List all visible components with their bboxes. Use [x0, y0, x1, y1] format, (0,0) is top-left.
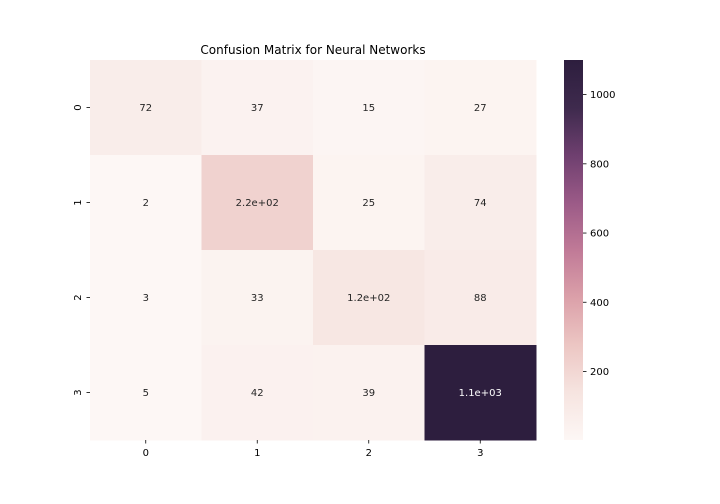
heatmap-cell: [90, 345, 202, 441]
heatmap-cell: [313, 345, 425, 441]
heatmap-cell: [424, 155, 537, 251]
colorbar-tick-label: 600: [590, 229, 609, 240]
x-tick-label: 0: [143, 448, 149, 459]
colorbar-tick-label: 800: [590, 159, 609, 170]
cell-value-label: 88: [474, 293, 487, 304]
colorbar: [564, 60, 583, 440]
heatmap-cell: [201, 345, 314, 441]
y-tick-label: 2: [73, 294, 84, 300]
cell-value-label: 2: [143, 198, 149, 209]
x-tick-label: 1: [254, 448, 260, 459]
heatmap-cell: [201, 155, 314, 251]
heatmap-cell: [90, 250, 202, 346]
colorbar-tick-label: 200: [590, 367, 609, 378]
y-tick-label: 1: [73, 199, 84, 205]
chart-title: Confusion Matrix for Neural Networks: [200, 43, 425, 57]
heatmap-cell: [313, 250, 425, 346]
cell-value-label: 1.2e+02: [347, 293, 390, 304]
heatmap-cell: [90, 155, 202, 251]
heatmap-cell: [424, 60, 537, 156]
cell-value-label: 42: [251, 388, 264, 399]
cell-value-label: 33: [251, 293, 264, 304]
heatmap-cell: [424, 345, 537, 441]
heatmap-cell: [201, 60, 314, 156]
y-axis: 0 1 2 3: [73, 104, 90, 396]
x-tick-label: 3: [477, 448, 483, 459]
cell-value-label: 2.2e+02: [236, 198, 279, 209]
heatmap-cell: [90, 60, 202, 156]
cell-value-label: 72: [139, 103, 152, 114]
colorbar-tick-label: 1000: [590, 90, 615, 101]
cell-value-label: 1.1e+03: [459, 388, 502, 399]
y-tick-label: 0: [73, 104, 84, 110]
colorbar-tick-label: 400: [590, 298, 609, 309]
heatmap-cell: [424, 250, 537, 346]
cell-value-label: 5: [143, 388, 149, 399]
cell-value-label: 37: [251, 103, 264, 114]
cell-value-label: 15: [362, 103, 375, 114]
y-tick-label: 3: [73, 389, 84, 395]
heatmap-cell: [313, 60, 425, 156]
x-tick-label: 2: [366, 448, 372, 459]
cell-value-label: 27: [474, 103, 487, 114]
heatmap-cell: [313, 155, 425, 251]
cell-value-label: 39: [362, 388, 375, 399]
cell-value-label: 74: [474, 198, 487, 209]
cell-value-label: 25: [362, 198, 375, 209]
colorbar-ticks: 200 400 600 800 1000: [583, 90, 615, 378]
heatmap-cells: 72 37 15 272 2.2e+02 25 743 33 1.2e+02 885 42 39 1.1…: [90, 60, 537, 441]
heatmap-cell: [201, 250, 314, 346]
x-axis: 0 1 2 3: [143, 440, 483, 459]
cell-value-label: 3: [143, 293, 149, 304]
